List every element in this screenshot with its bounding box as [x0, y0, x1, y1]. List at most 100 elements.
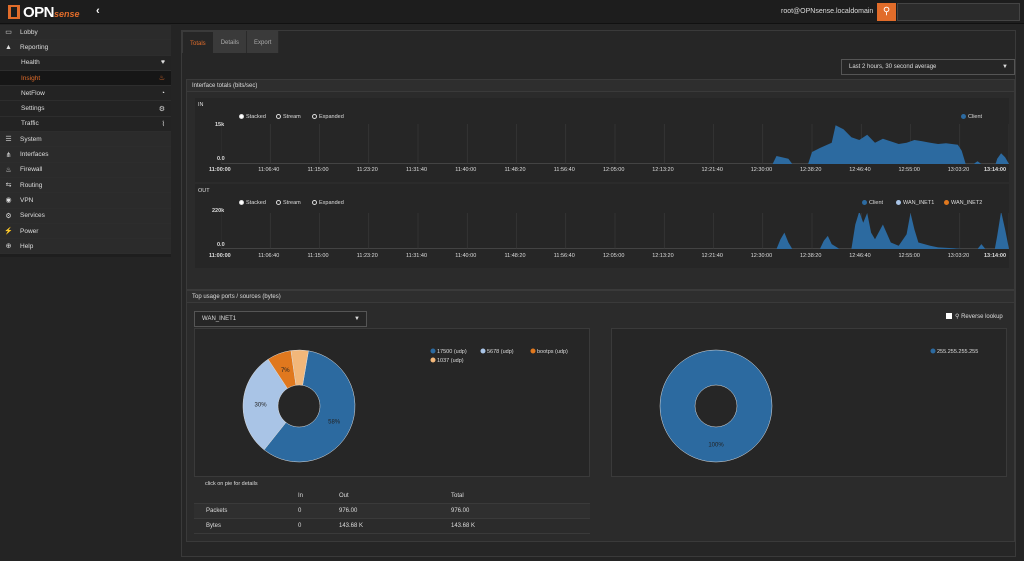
interface-select[interactable]: WAN_INET1 ▼: [194, 311, 367, 327]
x-tick-label: 12:13:20: [652, 167, 674, 173]
sidebar-item-firewall[interactable]: ♨ Firewall: [0, 162, 171, 178]
x-tick-label: 12:38:20: [800, 167, 822, 173]
sidebar-item-label: Help: [20, 242, 34, 250]
mode-stream-radio[interactable]: Stream: [276, 200, 301, 206]
legend-label: Client: [869, 200, 884, 206]
out-chart-label: OUT: [198, 188, 210, 194]
sidebar-item-traffic[interactable]: Traffic ⌇: [0, 116, 171, 133]
search-input[interactable]: [897, 3, 1020, 21]
time-range-value: Last 2 hours, 30 second average: [849, 64, 937, 70]
x-tick-label: 11:00:00: [209, 253, 231, 259]
ports-pie-chart[interactable]: 58% 30% 7% 17500 (udp) 5678 (udp) bootps (udp…: [195, 329, 591, 478]
gear-icon: ⚙: [158, 105, 165, 113]
pie-slice-label: 30%: [255, 402, 268, 408]
legend-wan-inet1[interactable]: WAN_INET1: [896, 200, 934, 206]
sidebar-item-label: VPN: [20, 196, 34, 204]
sidebar-item-routing[interactable]: ⇆ Routing: [0, 177, 171, 194]
x-tick-label: 12:38:20: [800, 253, 822, 259]
tab-export[interactable]: Export: [247, 31, 280, 53]
radio-icon: [239, 114, 244, 120]
x-tick-label: 11:56:40: [553, 253, 575, 259]
search-button[interactable]: ⚲: [877, 3, 896, 21]
sidebar-item-system[interactable]: ☰ System: [0, 132, 171, 148]
sidebar-item-reporting[interactable]: ▲ Reporting: [0, 40, 171, 56]
radio-label: Stacked: [246, 114, 266, 120]
table-header-cell: Out: [339, 493, 349, 499]
sidebar-item-settings[interactable]: Settings ⚙: [0, 101, 171, 117]
table-cell: 143.68 K: [451, 523, 476, 529]
legend-client[interactable]: Client: [862, 200, 883, 206]
table-cell: Packets: [206, 508, 228, 514]
user-menu[interactable]: root@OPNsense.localdomain: [781, 8, 874, 15]
mode-stacked-radio[interactable]: Stacked: [239, 200, 266, 206]
radio-label: Stream: [283, 200, 301, 206]
sidebar-item-lobby[interactable]: ▭ Lobby: [0, 25, 171, 41]
tab-totals[interactable]: Totals: [182, 31, 214, 53]
tab-details[interactable]: Details: [213, 31, 248, 53]
sidebar-item-label: Power: [20, 227, 39, 235]
sidebar-item-label: Interfaces: [20, 151, 49, 159]
opnsense-logo-mark-icon: [8, 5, 20, 19]
sidebar-item-health[interactable]: Health ♥: [0, 55, 171, 71]
mode-expanded-radio[interactable]: Expanded: [312, 200, 344, 206]
legend-dot-icon: [896, 200, 901, 206]
table-cell: Bytes: [206, 523, 222, 529]
out-chart: OUT Stacked Stream Expanded Client WAN_I…: [195, 184, 1009, 268]
legend-label: 1037 (udp): [437, 358, 464, 364]
table-row: Bytes 0 143.68 K 143.68 K: [194, 519, 590, 534]
mode-stacked-radio[interactable]: Stacked: [239, 114, 266, 120]
sidebar: ▭ Lobby ▲ Reporting Health ♥ Insight ♨ NetFlow ◔ S…: [0, 25, 171, 257]
interface-totals-panel: Interface totals (bits/sec) IN Stacked S…: [186, 79, 1015, 290]
reverse-lookup-checkbox[interactable]: ⚲ Reverse lookup: [946, 313, 1003, 320]
table-row: Packets 0 976.00 976.00: [194, 504, 590, 519]
legend-wan-inet2[interactable]: WAN_INET2: [944, 200, 982, 206]
sidebar-item-power[interactable]: ⚡ Power: [0, 223, 171, 240]
sidebar-item-interfaces[interactable]: ⋔ Interfaces: [0, 147, 171, 163]
legend-dot-icon: [930, 348, 936, 354]
legend-dot-icon: [862, 200, 867, 206]
mode-stream-radio[interactable]: Stream: [276, 114, 301, 120]
server-icon: ☰: [5, 136, 12, 144]
sidebar-item-vpn[interactable]: ◉ VPN: [0, 193, 171, 209]
sidebar-item-netflow[interactable]: NetFlow ◔: [0, 86, 171, 102]
x-tick-label: 13:14:00: [984, 167, 1007, 173]
signs-icon: ⇆: [5, 182, 12, 190]
x-tick-label: 12:05:00: [603, 167, 625, 173]
ports-pie-box: 58% 30% 7% 17500 (udp) 5678 (udp) bootps (udp…: [194, 328, 590, 477]
sidebar-item-services[interactable]: ⚙ Services: [0, 208, 171, 224]
legend-client[interactable]: Client: [961, 114, 982, 120]
sidebar-item-label: Lobby: [20, 28, 38, 36]
mode-expanded-radio[interactable]: Expanded: [312, 114, 344, 120]
x-tick-label: 11:15:00: [307, 167, 329, 173]
pie-slice: [263, 350, 356, 463]
sidebar-item-label: Reporting: [20, 43, 49, 51]
search-icon: ⚲: [882, 6, 891, 17]
legend-dot-icon: [961, 114, 966, 120]
opnsense-logo[interactable]: OPN sense: [8, 4, 80, 21]
laptop-icon: ▭: [5, 29, 12, 37]
radio-label: Stacked: [246, 200, 266, 206]
panel-title: Interface totals (bits/sec): [187, 80, 1014, 92]
interface-select-value: WAN_INET1: [202, 316, 237, 322]
legend-label: 17500 (udp): [437, 349, 467, 355]
x-tick-label: 11:06:40: [258, 253, 280, 259]
sidebar-item-help[interactable]: ⊕ Help: [0, 239, 171, 255]
reverse-lookup-label: Reverse lookup: [961, 314, 1003, 320]
chevron-left-icon[interactable]: ‹: [96, 5, 100, 17]
legend-label: WAN_INET1: [903, 200, 935, 206]
legend-dot-icon: [430, 348, 436, 354]
y-axis-max-label: 15k: [215, 122, 225, 128]
time-range-select[interactable]: Last 2 hours, 30 second average ▼: [841, 59, 1015, 75]
pie-slice: [290, 349, 309, 386]
legend-label: 255.255.255.255: [937, 349, 978, 355]
radio-icon: [312, 114, 317, 120]
x-tick-label: 11:31:40: [406, 253, 428, 259]
table-cell: 976.00: [451, 508, 470, 514]
x-tick-label: 13:03:20: [947, 253, 970, 259]
radio-icon: [276, 200, 281, 206]
in-area-plot: [221, 124, 1009, 164]
x-tick-label: 13:14:00: [984, 253, 1007, 259]
sidebar-item-insight[interactable]: Insight ♨: [0, 70, 171, 87]
sources-pie-chart[interactable]: 100% 255.255.255.255: [612, 329, 1008, 478]
sources-pie-box: 100% 255.255.255.255: [611, 328, 1007, 477]
